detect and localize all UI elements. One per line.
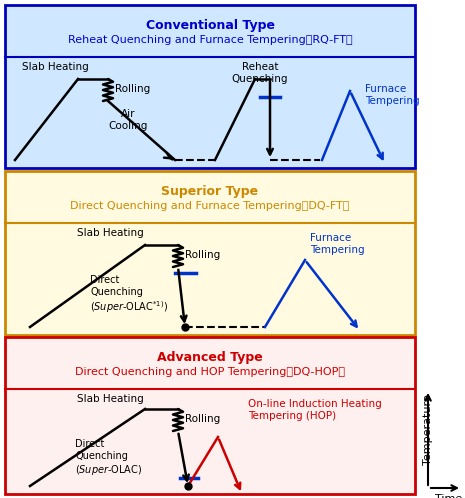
Text: On-line Induction Heating
Tempering (HOP): On-line Induction Heating Tempering (HOP… bbox=[248, 399, 382, 421]
Text: Rolling: Rolling bbox=[185, 250, 220, 260]
Text: Direct
Quenching
($\it{Super}$-OLAC$^{*1)}$): Direct Quenching ($\it{Super}$-OLAC$^{*1… bbox=[90, 275, 168, 315]
Bar bbox=[5, 5, 415, 168]
Text: Air
Cooling: Air Cooling bbox=[108, 109, 148, 130]
Text: Reheat
Quenching: Reheat Quenching bbox=[232, 62, 288, 84]
Bar bbox=[5, 171, 415, 335]
Text: Superior Type: Superior Type bbox=[161, 185, 259, 198]
Text: Direct Quenching and Furnace Tempering（DQ-FT）: Direct Quenching and Furnace Tempering（D… bbox=[70, 201, 350, 211]
Text: Slab Heating: Slab Heating bbox=[77, 394, 143, 404]
Text: Direct
Quenching
($\it{Super}$-OLAC): Direct Quenching ($\it{Super}$-OLAC) bbox=[75, 439, 142, 477]
Text: Slab Heating: Slab Heating bbox=[77, 228, 143, 238]
Text: Rolling: Rolling bbox=[185, 414, 220, 424]
Text: Reheat Quenching and Furnace Tempering（RQ-FT）: Reheat Quenching and Furnace Tempering（R… bbox=[68, 35, 352, 45]
Text: Time: Time bbox=[435, 494, 462, 498]
Text: Conventional Type: Conventional Type bbox=[146, 19, 274, 32]
Text: Rolling: Rolling bbox=[115, 84, 150, 94]
Text: Advanced Type: Advanced Type bbox=[157, 351, 263, 364]
Text: Slab Heating: Slab Heating bbox=[22, 62, 88, 72]
Text: Furnace
Tempering: Furnace Tempering bbox=[365, 84, 419, 106]
Text: Direct Quenching and HOP Tempering（DQ-HOP）: Direct Quenching and HOP Tempering（DQ-HO… bbox=[75, 367, 345, 377]
Bar bbox=[5, 337, 415, 494]
Text: Temperature: Temperature bbox=[423, 394, 433, 465]
Text: Furnace
Tempering: Furnace Tempering bbox=[310, 233, 365, 254]
